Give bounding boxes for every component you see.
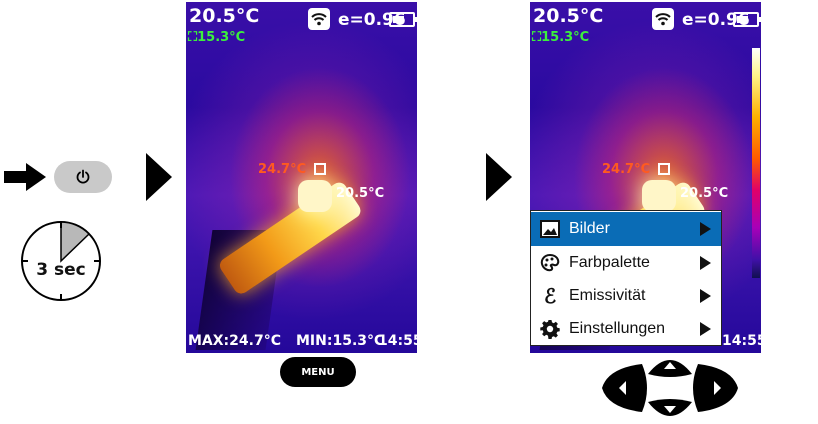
clock: 14:55 xyxy=(722,333,761,349)
image-icon xyxy=(539,218,561,240)
wifi-icon xyxy=(652,8,674,30)
chevron-right-icon xyxy=(700,256,711,270)
min-temperature: MIN:15.3°C xyxy=(296,333,385,349)
step-arrow-icon xyxy=(486,153,512,201)
power-icon xyxy=(76,169,90,184)
hot-spot-temperature: 24.7°C xyxy=(602,162,651,177)
chevron-right-icon xyxy=(700,289,711,303)
menu-item-label: Bilder xyxy=(569,220,610,237)
center-temperature: 20.5°C xyxy=(189,5,260,27)
step-arrow-icon xyxy=(146,153,172,201)
center-temperature: 20.5°C xyxy=(533,5,604,27)
menu-item-label: Emissivität xyxy=(569,287,646,304)
nav-right-button[interactable] xyxy=(693,364,738,412)
menu-item-label: Einstellungen xyxy=(569,320,666,337)
chevron-right-icon xyxy=(700,222,711,236)
press-arrow-body xyxy=(4,171,26,183)
menu-item-farbpalette[interactable]: Farbpalette xyxy=(531,246,721,280)
crosshair-icon xyxy=(658,163,670,175)
chevron-right-icon xyxy=(700,322,711,336)
crosshair-icon xyxy=(314,163,326,175)
emissivity-value: e=0.96 xyxy=(338,10,406,30)
min-temperature-marker: ⛶15.3°C xyxy=(532,30,590,45)
clock: 14:55 xyxy=(378,333,417,349)
battery-icon xyxy=(389,12,417,27)
color-scale xyxy=(752,48,760,278)
nav-up-button[interactable] xyxy=(648,360,692,377)
center-spot-temperature: 20.5°C xyxy=(680,186,729,201)
press-arrow-icon xyxy=(26,163,46,191)
hot-spot xyxy=(642,180,676,212)
hot-spot-temperature: 24.7°C xyxy=(258,162,307,177)
menu-item-label: Farbpalette xyxy=(569,254,650,271)
main-menu: Bilder Farbpalette ℰ Emissivität Einstel… xyxy=(530,210,722,346)
menu-item-bilder[interactable]: Bilder xyxy=(531,212,721,246)
menu-item-einstellungen[interactable]: Einstellungen xyxy=(531,312,721,346)
gear-icon xyxy=(539,318,561,340)
max-temperature: MAX:24.7°C xyxy=(188,333,281,349)
nav-down-button[interactable] xyxy=(648,399,692,416)
hold-duration-label: 3 sec xyxy=(36,260,86,280)
palette-icon xyxy=(539,252,561,274)
thermal-screen-live: 20.5°C ⛶15.3°C e=0.96 24.7°C 20.5°C MAX:… xyxy=(186,2,417,353)
hot-spot xyxy=(298,180,332,212)
nav-left-button[interactable] xyxy=(602,364,647,412)
timer-icon xyxy=(21,221,101,301)
emissivity-value: e=0.96 xyxy=(682,10,750,30)
power-button[interactable] xyxy=(54,161,112,193)
menu-item-emissivitaet[interactable]: ℰ Emissivität xyxy=(531,279,721,313)
menu-button[interactable]: MENU xyxy=(280,357,356,387)
wifi-icon xyxy=(308,8,330,30)
min-temperature-marker: ⛶15.3°C xyxy=(188,30,246,45)
battery-icon xyxy=(733,12,761,27)
navigation-pad xyxy=(602,360,738,416)
epsilon-icon: ℰ xyxy=(543,284,557,308)
center-spot-temperature: 20.5°C xyxy=(336,186,385,201)
